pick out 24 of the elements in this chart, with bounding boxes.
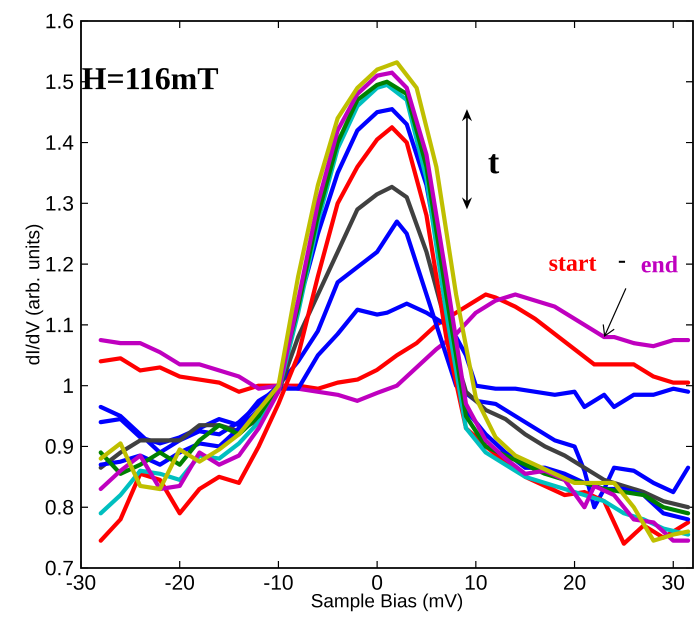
annotation: end [642, 256, 678, 273]
y-tick-label: 1.1 [46, 318, 73, 332]
x-tick-label: -20 [166, 575, 194, 590]
y-tick-label: 1.6 [46, 14, 74, 28]
annotation: t [488, 154, 500, 174]
x-tick-label: 20 [564, 575, 586, 590]
x-axis-title: Sample Bias (mV) [312, 594, 462, 612]
annotation: - [618, 260, 626, 263]
x-tick-label: 10 [466, 575, 487, 590]
y-tick-label: 1.3 [46, 196, 74, 211]
x-tick-label: -30 [66, 575, 96, 590]
y-axis-title: dI/dV (arb. units) [26, 224, 44, 365]
x-tick-label: 30 [662, 575, 684, 590]
y-tick-label: 1 [64, 378, 73, 393]
y-tick-label: 1.2 [46, 256, 73, 272]
x-tick-label: -10 [264, 575, 293, 590]
y-tick-label: 1.4 [46, 135, 74, 150]
annotation: H=116mT [82, 68, 218, 90]
x-tick-label: 0 [372, 575, 382, 590]
y-tick-label: 0.8 [46, 500, 74, 515]
y-tick-label: 1.5 [46, 74, 74, 90]
y-tick-label: 0.7 [46, 560, 73, 576]
y-tick-label: 0.9 [46, 439, 73, 454]
annotation: start [549, 257, 596, 271]
